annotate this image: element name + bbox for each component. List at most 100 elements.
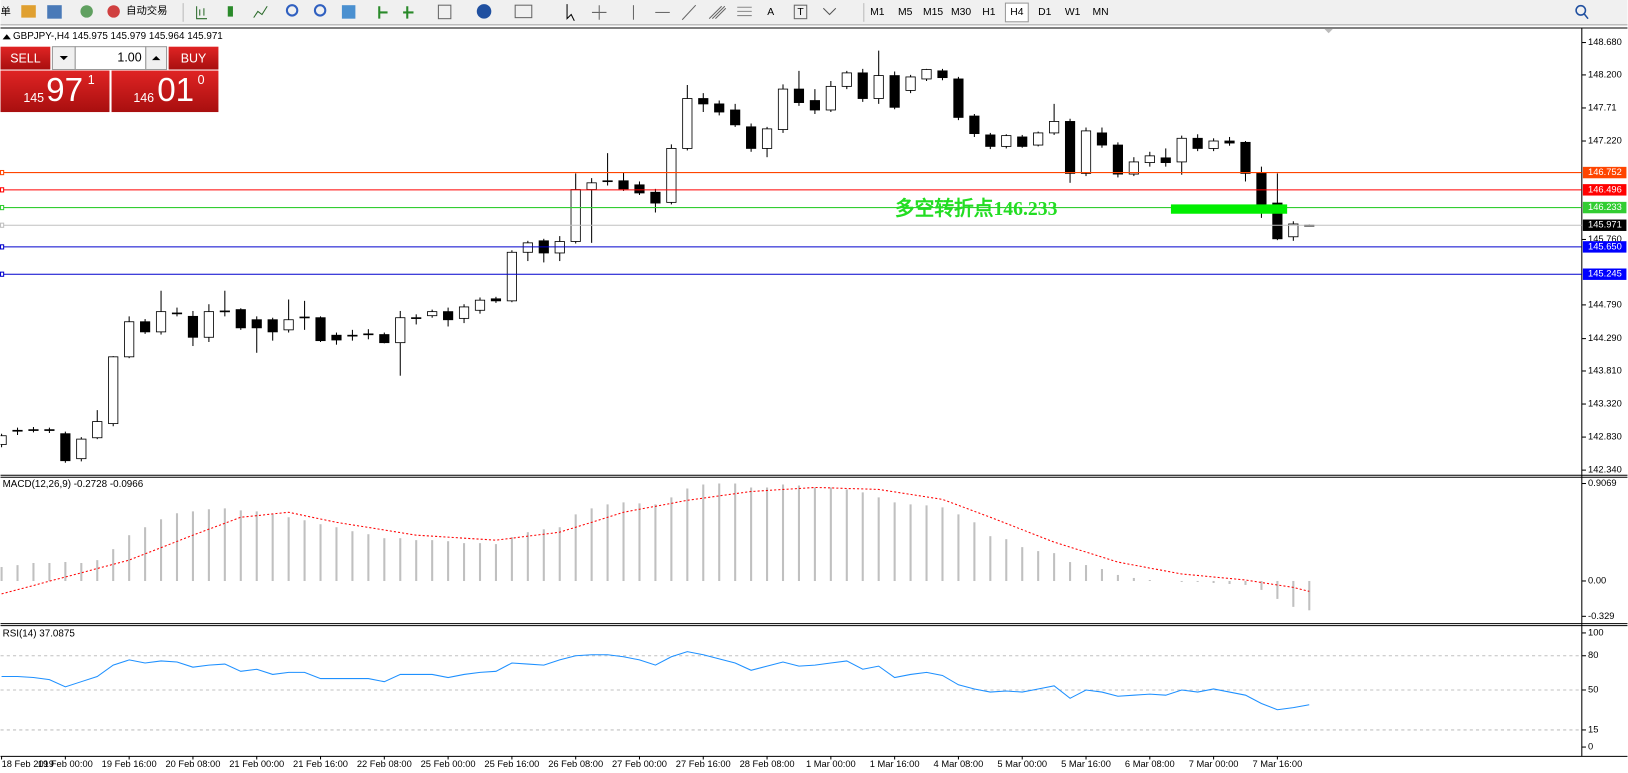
chart-header: GBPJPY-,H4 145.975 145.979 145.964 145.9… — [13, 31, 223, 42]
timeframe-button[interactable]: M1 — [870, 7, 885, 18]
timeframe-button[interactable]: H4 — [1010, 7, 1023, 18]
y-tick-label: 143.810 — [1588, 365, 1622, 375]
icon-crosshair[interactable] — [591, 5, 607, 20]
candle-body — [921, 69, 932, 80]
candle-body — [76, 438, 87, 460]
icon-tile[interactable] — [341, 5, 356, 19]
icon-arrows[interactable] — [822, 7, 837, 16]
candle-body — [443, 311, 454, 321]
sell-label[interactable]: SELL — [10, 51, 41, 65]
candle-body — [777, 88, 789, 130]
timeframe-button[interactable]: M15 — [923, 7, 943, 18]
icon-templates[interactable] — [514, 4, 533, 19]
candle-body — [730, 109, 741, 126]
candle-body — [506, 251, 517, 302]
candle-body — [1160, 157, 1171, 164]
icon-signals[interactable] — [80, 5, 93, 18]
text-tool[interactable]: A — [767, 7, 774, 18]
candle-body — [331, 334, 342, 341]
candle-body — [522, 242, 533, 253]
icon-periods[interactable] — [476, 4, 492, 19]
active-timeframe — [1004, 2, 1029, 23]
buy-label[interactable]: BUY — [181, 51, 207, 65]
candle-body — [1049, 121, 1060, 134]
icon-trendline[interactable] — [681, 4, 697, 21]
y-tick-label: 148.200 — [1588, 69, 1622, 79]
lots-value[interactable]: 1.00 — [117, 50, 141, 64]
timeframe-button[interactable]: D1 — [1038, 7, 1051, 18]
search-icon-handle — [1583, 13, 1589, 20]
icon-indicators[interactable] — [437, 4, 452, 20]
chart-bg — [0, 25, 1628, 773]
x-tick-label: 6 Mar 08:00 — [1125, 759, 1175, 769]
icon-cursor[interactable] — [566, 4, 575, 21]
auto-trade-button[interactable]: 自动交易 — [126, 4, 167, 17]
x-tick-label: 7 Mar 16:00 — [1252, 759, 1302, 769]
shift-marker — [1324, 29, 1333, 34]
timeframe-button[interactable]: M5 — [898, 7, 913, 18]
y-tick-label: 0 — [1588, 742, 1593, 752]
timeframe-button[interactable]: M30 — [951, 7, 971, 18]
candle-body — [28, 429, 39, 431]
candle-body — [0, 435, 7, 445]
icon-auto[interactable] — [107, 5, 120, 18]
icon-candles[interactable] — [227, 6, 233, 17]
price-level-label: 146.496 — [1588, 184, 1622, 194]
x-tick-label: 22 Feb 08:00 — [357, 759, 412, 769]
candle-body — [363, 333, 374, 336]
price-level-anchor — [0, 271, 5, 277]
candle-body — [1112, 144, 1123, 175]
buy-price-box[interactable] — [111, 70, 219, 113]
timeframe-button[interactable]: MN — [1093, 7, 1109, 18]
buy-button[interactable] — [168, 46, 219, 70]
price-level-label: 146.233 — [1588, 202, 1622, 212]
x-tick-label: 20 Feb 08:00 — [165, 759, 220, 769]
menu-fragment[interactable]: 单 — [1, 6, 11, 18]
candle-body — [1080, 130, 1092, 174]
candle-body — [44, 429, 55, 431]
candle-body — [953, 78, 964, 118]
icon-profiles[interactable] — [21, 5, 36, 18]
candle-body — [395, 317, 406, 344]
icon-channel[interactable] — [708, 5, 727, 20]
candle-body — [458, 306, 470, 319]
y-tick-label: 0.00 — [1588, 575, 1606, 585]
price-level-label: 145.245 — [1588, 269, 1622, 279]
x-tick-label: 21 Feb 00:00 — [229, 759, 284, 769]
icon-shift[interactable] — [403, 6, 414, 19]
lots-down-arrow — [59, 56, 68, 61]
candle-body — [155, 311, 167, 333]
search-icon[interactable] — [1575, 4, 1587, 16]
chart-header-icon — [2, 34, 11, 40]
icon-fibo[interactable] — [737, 6, 752, 17]
icon-bars[interactable] — [196, 6, 208, 20]
label-tool[interactable]: T — [797, 7, 804, 18]
candle-body — [698, 98, 709, 105]
x-tick-label: 19 Feb 00:00 — [38, 759, 93, 769]
candle-body — [251, 319, 262, 329]
annotation: 多空转折点146.233 — [895, 197, 1058, 220]
price-level-label: 145.650 — [1588, 241, 1622, 251]
icon-zoom-in[interactable] — [285, 4, 299, 17]
y-tick-label: 142.340 — [1588, 465, 1622, 475]
x-tick-label: 27 Feb 16:00 — [676, 759, 731, 769]
timeframe-button[interactable]: W1 — [1065, 7, 1081, 18]
candle-body — [586, 182, 597, 190]
toolbar: 单 自动交易 A T M1 M5 M15 M30 H1 H4 D1 W1 MN — [0, 0, 1628, 26]
y-tick-label: 145.760 — [1588, 234, 1622, 244]
x-tick-label: 5 Mar 00:00 — [997, 759, 1047, 769]
sell-price-box[interactable] — [0, 70, 110, 113]
icon-zoom-out[interactable] — [313, 4, 327, 17]
y-tick-label: 148.680 — [1588, 37, 1622, 47]
x-tick-label: 19 Feb 16:00 — [102, 759, 157, 769]
icon-line[interactable] — [253, 5, 268, 18]
sell-button[interactable] — [0, 46, 51, 70]
candle-body — [793, 88, 805, 103]
sell-price-tail: 1 — [88, 73, 95, 87]
icon-scroll[interactable] — [378, 6, 388, 19]
icon-market[interactable] — [47, 5, 62, 19]
y-tick-label: 147.220 — [1588, 135, 1622, 145]
timeframe-button[interactable]: H1 — [982, 7, 995, 18]
